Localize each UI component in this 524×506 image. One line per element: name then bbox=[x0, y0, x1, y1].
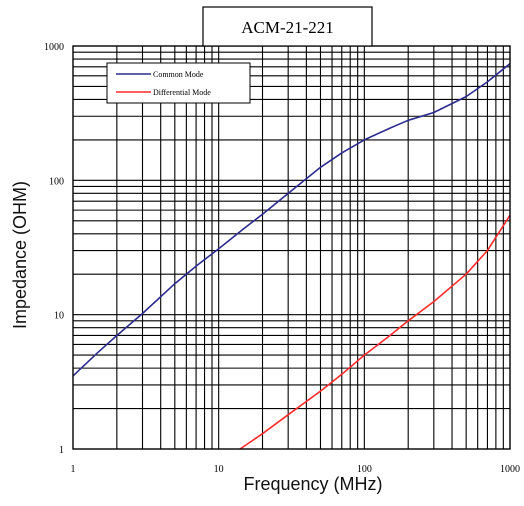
y-tick-label: 100 bbox=[49, 176, 64, 187]
series-line-common-mode bbox=[72, 62, 511, 377]
legend: Common Mode Differential Mode bbox=[106, 62, 251, 104]
title-box: ACM-21-221 bbox=[202, 6, 373, 47]
y-axis-title: Impedance (OHM) bbox=[10, 181, 30, 329]
y-tick-label: 1000 bbox=[44, 42, 64, 53]
series-line-differential-mode bbox=[239, 214, 511, 450]
x-axis-title: Frequency (MHz) bbox=[243, 474, 382, 494]
x-tick-label: 1 bbox=[71, 464, 76, 475]
y-tick-label: 10 bbox=[54, 311, 64, 322]
y-tick-label: 1 bbox=[59, 445, 64, 456]
legend-label-common-mode: Common Mode bbox=[153, 70, 204, 79]
chart-title: ACM-21-221 bbox=[241, 18, 334, 37]
x-tick-label: 10 bbox=[214, 464, 224, 475]
tick-labels: 1 10 100 1000 1 10 100 1000 bbox=[44, 42, 520, 475]
x-tick-label: 1000 bbox=[500, 464, 520, 475]
x-tick-label: 100 bbox=[357, 464, 372, 475]
series-lines bbox=[72, 62, 511, 450]
legend-label-differential-mode: Differential Mode bbox=[153, 88, 211, 97]
